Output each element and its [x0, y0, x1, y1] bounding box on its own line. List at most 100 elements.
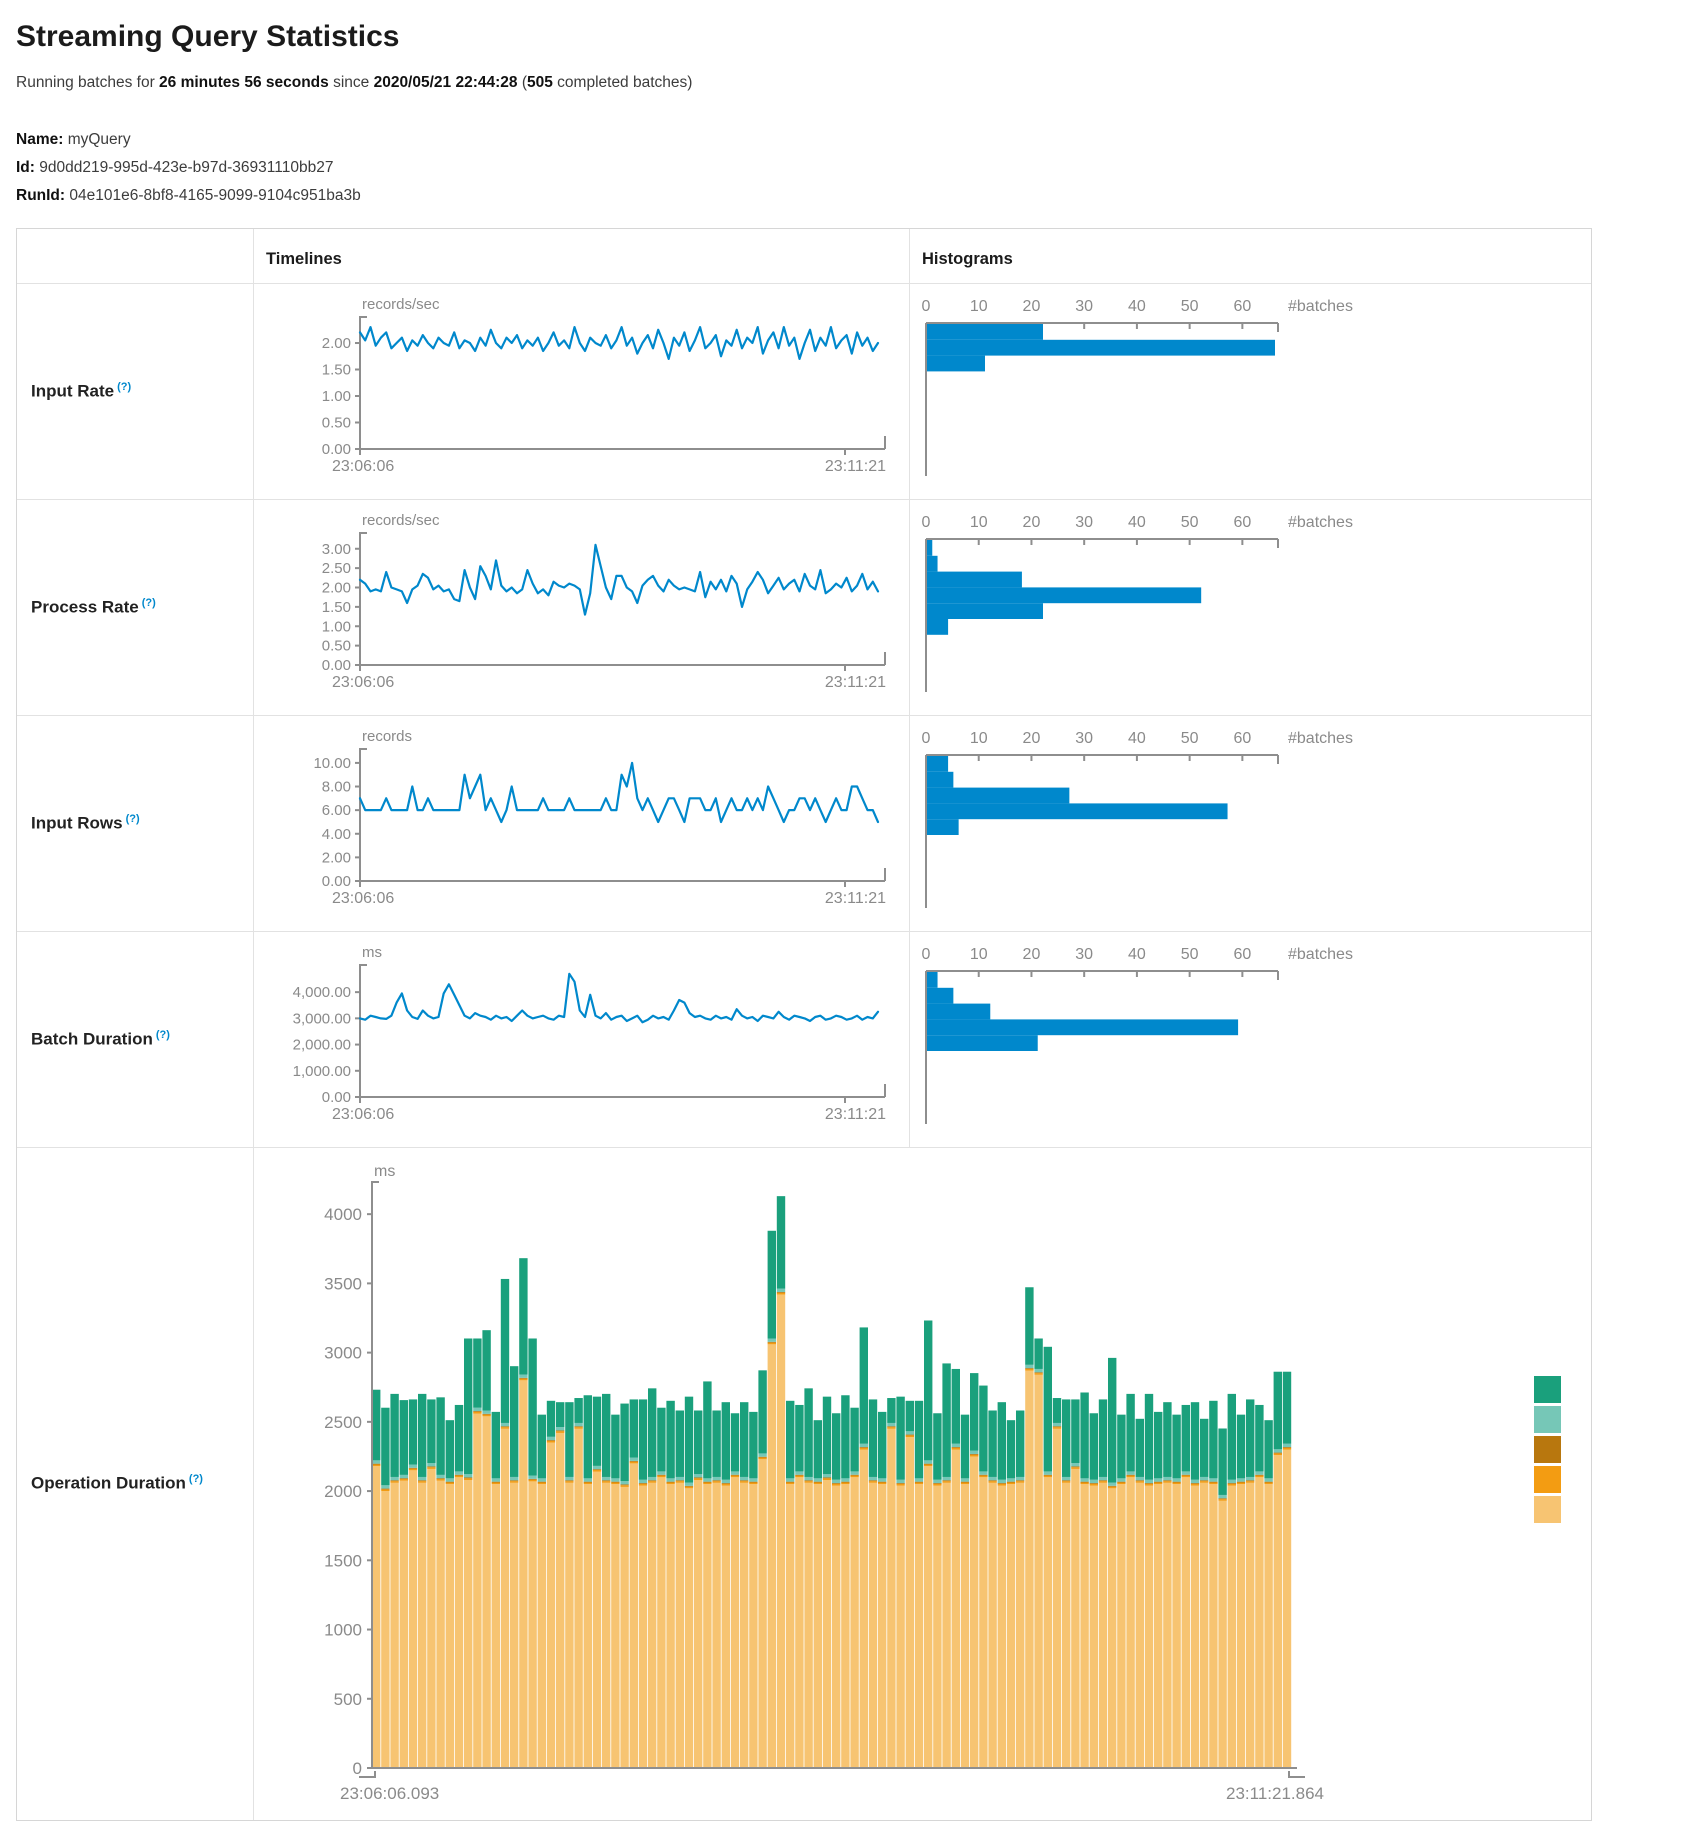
svg-text:40: 40	[1128, 514, 1146, 531]
svg-text:60: 60	[1233, 946, 1251, 963]
help-tooltip-icon[interactable]: (?)	[125, 812, 140, 825]
svg-text:2.00: 2.00	[322, 579, 351, 596]
running-batch-count: 505	[526, 74, 553, 91]
running-suffix: completed batches)	[552, 74, 693, 91]
svg-text:0.00: 0.00	[322, 873, 351, 890]
meta-name-row: Name: myQuery	[16, 126, 1677, 154]
svg-text:records/sec: records/sec	[362, 296, 440, 313]
svg-text:10: 10	[970, 730, 988, 747]
svg-text:4,000.00: 4,000.00	[293, 984, 351, 1001]
svg-text:60: 60	[1233, 298, 1251, 315]
batch-duration-histogram-chart: 0 10 20 30 40 50 60 #batches	[922, 946, 1353, 1124]
row-input-rate: Input Rate (?) records/sec 0.00 0.50 1.00 1.5…	[17, 282, 1591, 499]
svg-text:1500: 1500	[324, 1551, 362, 1570]
svg-text:20: 20	[1023, 946, 1041, 963]
svg-text:0.50: 0.50	[322, 637, 351, 654]
svg-text:4.00: 4.00	[322, 825, 351, 842]
svg-text:500: 500	[334, 1689, 362, 1708]
svg-text:#batches: #batches	[1288, 730, 1353, 747]
svg-text:50: 50	[1181, 946, 1199, 963]
help-tooltip-icon[interactable]: (?)	[155, 1028, 170, 1041]
metric-label-operation-duration: Operation Duration (?)	[17, 1148, 253, 1820]
histograms-header: Histograms	[909, 228, 1591, 283]
svg-text:10.00: 10.00	[313, 755, 351, 772]
legend-swatch	[1534, 1495, 1561, 1523]
input-rate-timeline-chart: records/sec 0.00 0.50 1.00 1.50 2.00 23:06:06 2…	[322, 296, 886, 475]
svg-text:23:06:06: 23:06:06	[332, 1106, 394, 1123]
row-operation-duration: Operation Duration (?) ms 0 500 1000 1500 2000…	[17, 1146, 1591, 1820]
svg-text:0.00: 0.00	[322, 1089, 351, 1106]
svg-text:23:11:21.864: 23:11:21.864	[1226, 1784, 1324, 1803]
svg-text:0: 0	[353, 1759, 362, 1778]
svg-text:20: 20	[1023, 514, 1041, 531]
svg-text:20: 20	[1023, 298, 1041, 315]
svg-text:23:06:06: 23:06:06	[332, 674, 394, 691]
svg-text:0.00: 0.00	[322, 657, 351, 674]
metric-label-input-rows: Input Rows (?)	[17, 716, 253, 931]
svg-text:50: 50	[1181, 730, 1199, 747]
operation-duration-chart: ms 0 500 1000 1500 2000 2500 3000 3500 4000 23:06:…	[324, 1163, 1324, 1803]
row-input-rows: Input Rows (?) records 0.00 2.00 4.00 6.00 8.0…	[17, 714, 1591, 931]
page-title: Streaming Query Statistics	[16, 20, 400, 53]
metric-name-text: Process Rate	[31, 597, 139, 617]
legend-swatch	[1534, 1435, 1561, 1463]
help-tooltip-icon[interactable]: (?)	[188, 1473, 203, 1486]
svg-text:30: 30	[1075, 514, 1093, 531]
svg-text:3000: 3000	[324, 1343, 362, 1362]
process-rate-timeline-chart: records/sec 0.00 0.50 1.00 1.50 2.00 2.50 3.00 2…	[322, 512, 886, 691]
batch-duration-timeline-chart: ms 0.00 1,000.00 2,000.00 3,000.00 4,000.00 23…	[293, 944, 886, 1123]
query-meta: Name: myQuery Id: 9d0dd219-995d-423e-b97…	[16, 126, 1677, 210]
meta-name-label: Name:	[16, 131, 64, 148]
meta-id-row: Id: 9d0dd219-995d-423e-b97d-36931110bb27	[16, 154, 1677, 182]
svg-text:40: 40	[1128, 298, 1146, 315]
input-rows-timeline-chart: records 0.00 2.00 4.00 6.00 8.00 10.00 23:06:06…	[313, 728, 886, 907]
legend-swatch	[1534, 1405, 1561, 1433]
header-empty-cell	[17, 229, 253, 283]
svg-text:60: 60	[1233, 514, 1251, 531]
svg-text:50: 50	[1181, 514, 1199, 531]
svg-text:records: records	[362, 728, 412, 745]
svg-text:2.00: 2.00	[322, 335, 351, 352]
metric-name-text: Input Rows	[31, 813, 123, 833]
svg-text:0.00: 0.00	[322, 441, 351, 458]
timelines-header: Timelines	[253, 228, 909, 283]
svg-text:40: 40	[1128, 946, 1146, 963]
row-process-rate: Process Rate (?) records/sec 0.00 0.50 1.00 1…	[17, 498, 1591, 715]
input-rate-histogram-chart: 0 10 20 30 40 50 60 #batches	[922, 298, 1353, 476]
svg-text:10: 10	[970, 946, 988, 963]
svg-text:1.50: 1.50	[322, 361, 351, 378]
svg-text:3.00: 3.00	[322, 540, 351, 557]
svg-text:23:06:06: 23:06:06	[332, 890, 394, 907]
metric-label-process-rate: Process Rate (?)	[17, 500, 253, 715]
svg-text:6.00: 6.00	[322, 802, 351, 819]
svg-text:#batches: #batches	[1288, 514, 1353, 531]
svg-text:30: 30	[1075, 298, 1093, 315]
running-since: since	[328, 74, 374, 91]
svg-text:23:06:06.093: 23:06:06.093	[340, 1784, 439, 1803]
svg-text:0: 0	[922, 298, 931, 315]
svg-text:2000: 2000	[324, 1482, 362, 1501]
svg-text:ms: ms	[374, 1163, 395, 1180]
svg-text:10: 10	[970, 514, 988, 531]
legend-swatch	[1534, 1465, 1561, 1493]
operation-duration-legend	[1534, 1375, 1561, 1523]
svg-text:20: 20	[1023, 730, 1041, 747]
svg-text:60: 60	[1233, 730, 1251, 747]
running-prefix: Running batches for	[16, 74, 160, 91]
svg-text:23:11:21: 23:11:21	[825, 674, 886, 691]
svg-text:0: 0	[922, 946, 931, 963]
metric-label-batch-duration: Batch Duration (?)	[17, 932, 253, 1147]
running-summary: Running batches for 26 minutes 56 second…	[16, 74, 1677, 92]
svg-text:30: 30	[1075, 946, 1093, 963]
help-tooltip-icon[interactable]: (?)	[117, 380, 132, 393]
svg-text:3,000.00: 3,000.00	[293, 1010, 351, 1027]
svg-text:10: 10	[970, 298, 988, 315]
svg-text:#batches: #batches	[1288, 298, 1353, 315]
help-tooltip-icon[interactable]: (?)	[141, 596, 156, 609]
svg-text:1.50: 1.50	[322, 599, 351, 616]
running-duration: 26 minutes 56 seconds	[159, 74, 329, 91]
svg-text:1.00: 1.00	[322, 618, 351, 635]
svg-text:#batches: #batches	[1288, 946, 1353, 963]
svg-text:2.50: 2.50	[322, 560, 351, 577]
svg-text:50: 50	[1181, 298, 1199, 315]
